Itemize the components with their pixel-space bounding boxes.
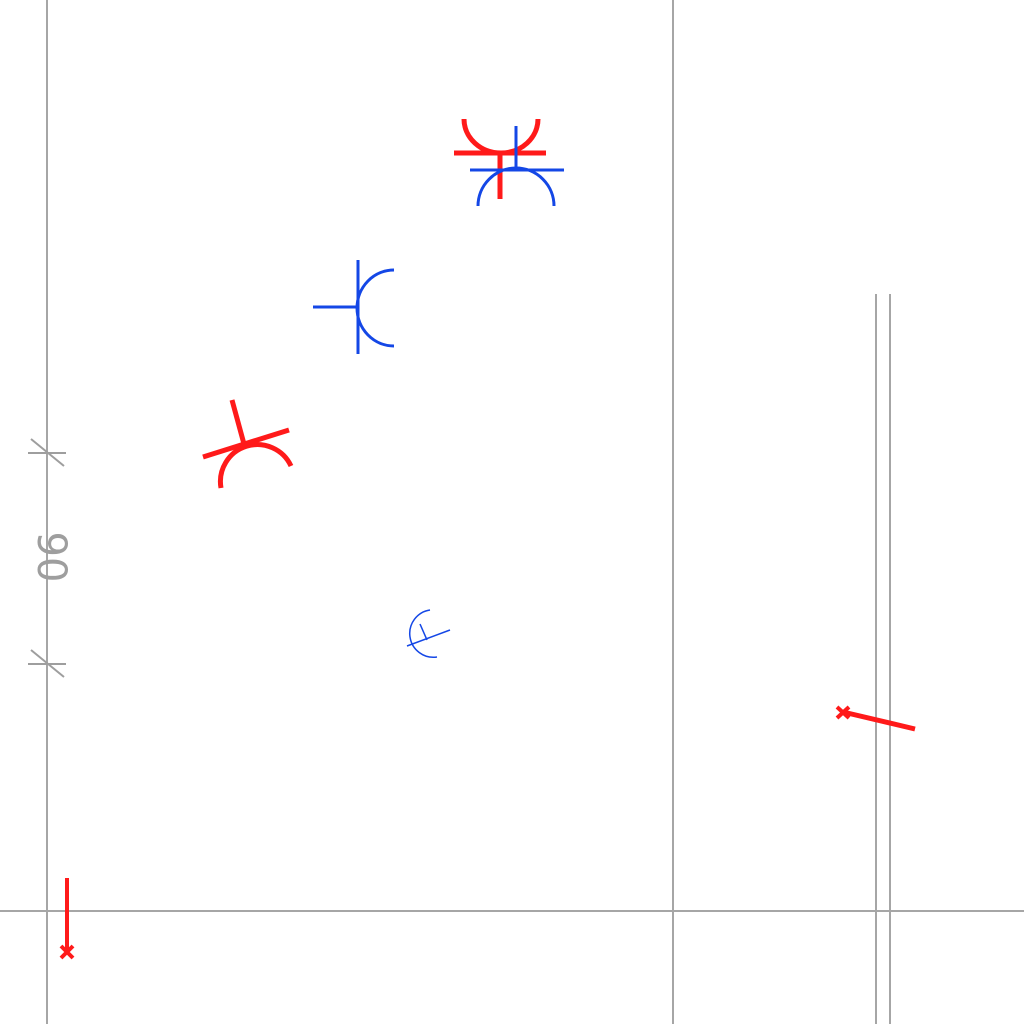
arc-junction-red-top (454, 118, 546, 199)
dimension-label: 90 (28, 532, 74, 583)
dimension-annotation (28, 438, 66, 678)
arc-junction-blue-middle (313, 260, 395, 354)
arc-junction-red-left (202, 399, 294, 489)
arc-junction-blue-small (406, 609, 451, 659)
point-marker-stick-bottom-left (59, 878, 75, 960)
point-marker-stick-right (835, 705, 916, 732)
arc-junction-blue-top (470, 126, 564, 207)
